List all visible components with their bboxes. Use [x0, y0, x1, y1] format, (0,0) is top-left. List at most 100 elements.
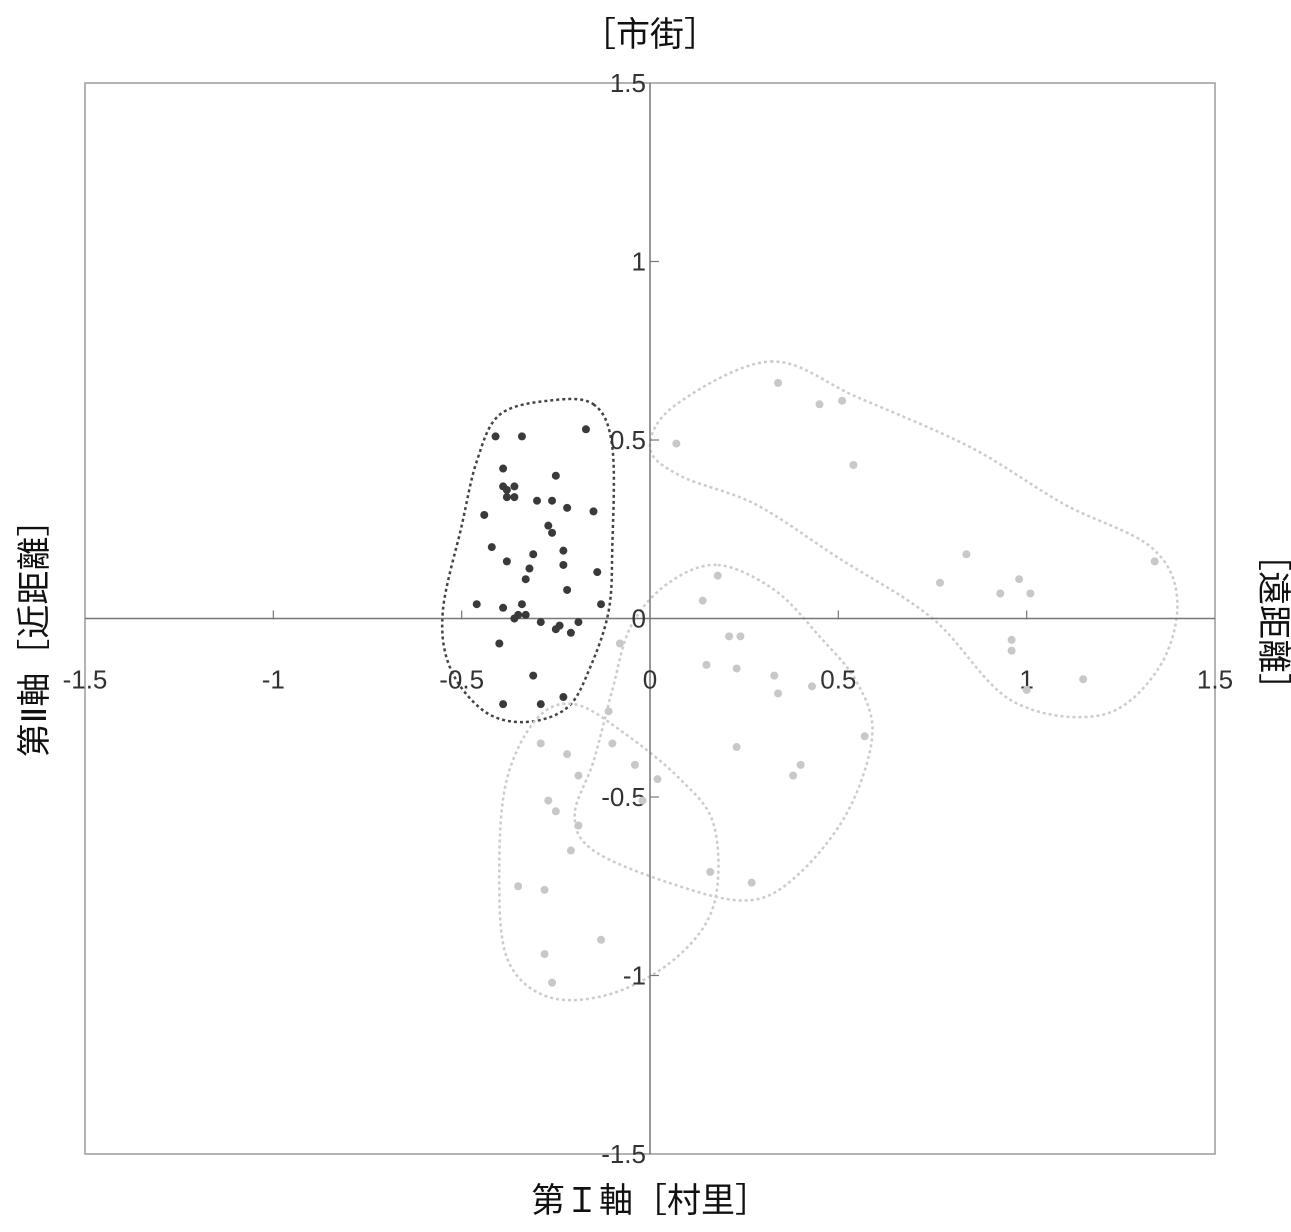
data-point [1079, 675, 1088, 684]
data-point [581, 425, 590, 434]
data-point [838, 396, 847, 405]
data-point [1026, 589, 1035, 598]
data-point [544, 521, 553, 530]
data-point [548, 496, 557, 505]
data-point [713, 571, 722, 580]
data-point [499, 603, 508, 612]
data-points [472, 378, 1159, 987]
data-point [608, 739, 617, 748]
data-point [563, 750, 572, 759]
data-point [480, 510, 489, 519]
y-tick-label: 1 [632, 247, 646, 277]
data-point [566, 846, 575, 855]
data-point [563, 503, 572, 512]
data-point [540, 885, 549, 894]
data-point [499, 464, 508, 473]
data-point [770, 671, 779, 680]
data-point [1007, 635, 1016, 644]
data-point [589, 507, 598, 516]
y-tick-label: -1 [623, 961, 646, 991]
axes [85, 83, 1215, 1154]
data-point [521, 575, 530, 584]
tick-marks [272, 260, 1028, 977]
x-tick-label: 1.5 [1197, 665, 1233, 695]
data-point [736, 632, 745, 641]
data-point [732, 664, 741, 673]
left-axis-label: 第Ⅱ軸［近距離］ [15, 503, 55, 758]
data-point [472, 600, 481, 609]
y-tick-label: -1.5 [601, 1139, 646, 1169]
data-point [536, 618, 545, 627]
data-point [996, 589, 1005, 598]
data-point [536, 700, 545, 709]
data-point [1007, 646, 1016, 655]
cluster-outline [498, 702, 720, 1002]
cluster-outline [648, 360, 1179, 719]
data-point [936, 578, 945, 587]
data-point [1150, 557, 1159, 566]
data-point [544, 796, 553, 805]
data-point [698, 596, 707, 605]
data-point [510, 614, 519, 623]
data-point [525, 564, 534, 573]
data-point [849, 460, 858, 469]
data-point [559, 560, 568, 569]
data-point [789, 771, 798, 780]
data-point [514, 882, 523, 891]
x-tick-label: -1 [262, 665, 285, 695]
y-tick-label: 0 [632, 604, 646, 634]
data-point [807, 682, 816, 691]
top-axis-label: ［市街］ [582, 15, 718, 55]
data-point [962, 550, 971, 559]
x-tick-label: -0.5 [439, 665, 484, 695]
data-point [566, 628, 575, 637]
data-point [796, 760, 805, 769]
data-point [815, 400, 824, 409]
data-point [551, 807, 560, 816]
data-point [510, 493, 519, 502]
data-point [559, 546, 568, 555]
data-point [551, 471, 560, 480]
data-point [502, 485, 511, 494]
data-point [1022, 685, 1031, 694]
data-point [551, 625, 560, 634]
cluster-outline [573, 563, 874, 902]
data-point [574, 618, 583, 627]
data-point [574, 771, 583, 780]
data-point [706, 867, 715, 876]
data-point [521, 610, 530, 619]
tick-labels: -1.5 -1 -0.5 0.5 1 1.5 0 1.5 1 0.5 0 -0.5 -1 -1.5 [63, 68, 1233, 1169]
y-tick-label: -0.5 [601, 782, 646, 812]
data-point [672, 439, 681, 448]
x-tick-label: 1 [1019, 665, 1033, 695]
data-point [702, 660, 711, 669]
data-point [517, 432, 526, 441]
data-point [732, 743, 741, 752]
data-point [536, 739, 545, 748]
data-point [1015, 575, 1024, 584]
y-tick-label: 0.5 [610, 425, 646, 455]
data-point [653, 775, 662, 784]
data-point [495, 639, 504, 648]
x-tick-label: -1.5 [63, 665, 108, 695]
x-tick-label: 0.5 [820, 665, 856, 695]
data-point [491, 432, 500, 441]
data-point [548, 978, 557, 987]
data-point [529, 671, 538, 680]
data-point [548, 528, 557, 537]
data-point [487, 543, 496, 552]
data-point [517, 600, 526, 609]
data-point [725, 632, 734, 641]
data-point [774, 689, 783, 698]
data-point [747, 878, 756, 887]
cluster-regions [440, 360, 1179, 1002]
data-point [630, 760, 639, 769]
right-axis-label: ［遠距離］ [1253, 537, 1291, 707]
data-point [615, 639, 624, 648]
data-point [638, 796, 647, 805]
bottom-axis-label: 第Ｉ軸［村里］ [531, 1181, 769, 1221]
data-point [597, 935, 606, 944]
data-point [563, 585, 572, 594]
data-point [604, 707, 613, 716]
